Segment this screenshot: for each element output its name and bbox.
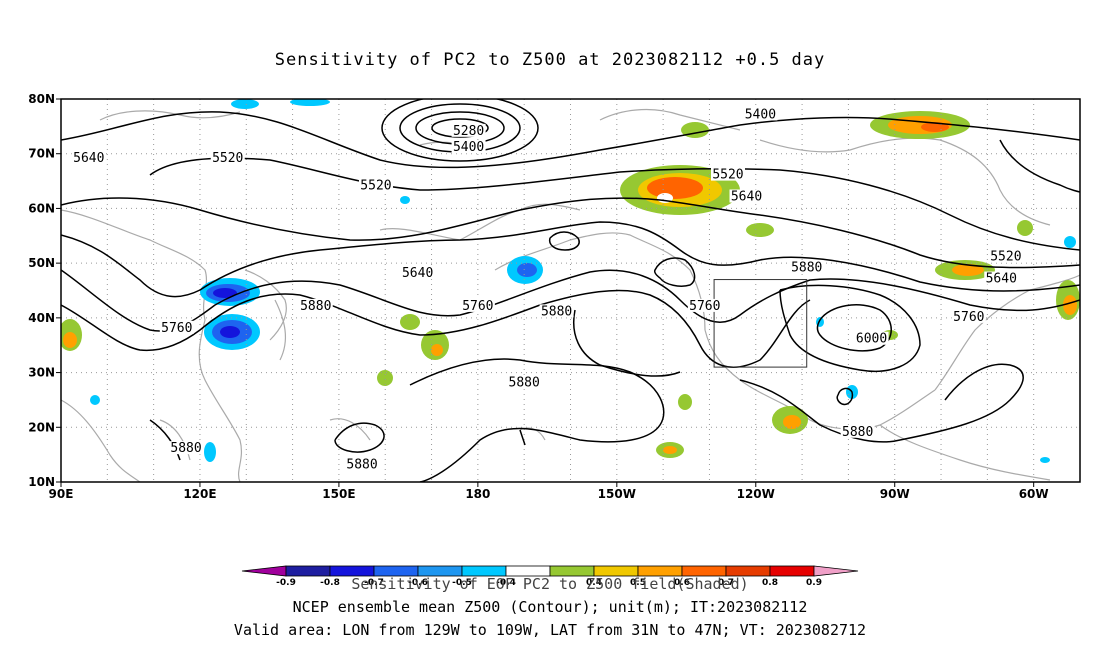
contour-label: 5760 (161, 321, 192, 336)
lat-tick-label: 10N (28, 475, 55, 489)
lat-tick-label: 20N (28, 420, 55, 434)
lat-tick-label: 60N (28, 201, 55, 215)
contour-label-bg (71, 151, 106, 165)
contour-label-bg (840, 424, 875, 438)
lon-tick-label: 120E (183, 487, 216, 501)
contour-label: 5520 (212, 151, 243, 166)
contour-label: 5880 (842, 425, 873, 440)
caption-shading: Sensitivity of EOF PC2 to Z500 field(Sha… (351, 575, 749, 593)
contour-label: 5400 (453, 140, 484, 155)
colorbar-label: -0.5 (452, 578, 472, 588)
contour-label: 5520 (360, 179, 391, 194)
colorbar-label: -0.7 (364, 578, 384, 588)
lon-tick-label: 180 (465, 487, 490, 501)
contour-label: 5520 (712, 168, 743, 183)
contour-label-bg (210, 151, 245, 165)
contour-label-bg (710, 167, 745, 181)
colorbar-label: 0.5 (630, 578, 646, 588)
contour-label-bg (358, 178, 393, 192)
contour-label: 5640 (986, 272, 1017, 287)
contour-label-bg (988, 249, 1023, 263)
contour-label-bg (854, 331, 889, 345)
colorbar-label: 0.9 (806, 578, 822, 588)
lon-tick-label: 150W (598, 487, 636, 501)
lon-tick-label: 90E (49, 487, 74, 501)
colorbar-label: 0.8 (762, 578, 778, 588)
contour-label: 5880 (170, 441, 201, 456)
contour-label-bg (400, 266, 435, 280)
colorbar-label: -0.6 (408, 578, 428, 588)
contour-label-bg (789, 260, 824, 274)
contour-label-bg (159, 320, 194, 334)
lat-tick-label: 70N (28, 147, 55, 161)
contour-label-bg (507, 375, 542, 389)
lon-tick-label: 90W (880, 487, 910, 501)
contour-label-bg (298, 298, 333, 312)
colorbar-label: -0.4 (496, 578, 516, 588)
contour-label-bg (539, 304, 574, 318)
contour-label: 6000 (856, 332, 887, 347)
contour-label-bg (951, 309, 986, 323)
colorbar-label: 0.6 (674, 578, 690, 588)
contour-label-bg (460, 298, 495, 312)
contour-label: 5880 (346, 458, 377, 473)
contour-label-bg (984, 271, 1019, 285)
contour-label-bg (687, 298, 722, 312)
colorbar-label: -0.9 (276, 578, 296, 588)
color-bar: -0.9 -0.8 -0.7 -0.6 -0.5 -0.4 0.4 0.5 0.6 0.7 0.8 0… (241, 565, 859, 588)
z500-contours (61, 111, 1080, 482)
lat-tick-label: 30N (28, 366, 55, 380)
contour-label-bg (743, 107, 778, 121)
caption-valid-area: Valid area: LON from 129W to 109W, LAT f… (233, 621, 867, 639)
lon-tick-label: 120W (737, 487, 775, 501)
lat-tick-label: 80N (28, 92, 55, 106)
contour-label-bg (729, 189, 764, 203)
map-title: Sensitivity of PC2 to Z500 at 2023082112… (274, 50, 826, 70)
lat-tick-label: 50N (28, 256, 55, 270)
lat-tick-label: 40N (28, 311, 55, 325)
caption-contour: NCEP ensemble mean Z500 (Contour); unit(… (292, 598, 808, 616)
contour-label-bg (451, 123, 486, 137)
contour-label: 5880 (509, 376, 540, 391)
contour-label: 5640 (731, 189, 762, 204)
coastlines (61, 108, 1080, 482)
valid-area-box (713, 279, 808, 368)
lon-tick-label: 150E (322, 487, 355, 501)
contour-label-bg (345, 457, 380, 471)
contour-label-bg (169, 441, 204, 455)
contour-label: 5880 (541, 304, 572, 319)
contour-label: 5400 (745, 107, 776, 122)
contour-label: 5760 (689, 299, 720, 314)
contour-label: 5760 (953, 310, 984, 325)
contour-label: 5280 (453, 124, 484, 139)
colorbar-label: -0.8 (320, 578, 340, 588)
contour-label-bg (451, 140, 486, 154)
sensitivity-shading (61, 99, 1080, 463)
contour-label: 5880 (791, 261, 822, 276)
contour-label: 5760 (462, 299, 493, 314)
colorbar-swatch (813, 565, 859, 577)
plot-frame (60, 98, 1081, 483)
colorbar-label: 0.4 (586, 578, 602, 588)
colorbar-label: 0.7 (718, 578, 734, 588)
lon-tick-label: 60W (1019, 487, 1049, 501)
contour-label: 5880 (300, 299, 331, 314)
contour-label: 5520 (990, 250, 1021, 265)
contour-label: 5640 (73, 151, 104, 166)
contour-label: 5640 (402, 266, 433, 281)
